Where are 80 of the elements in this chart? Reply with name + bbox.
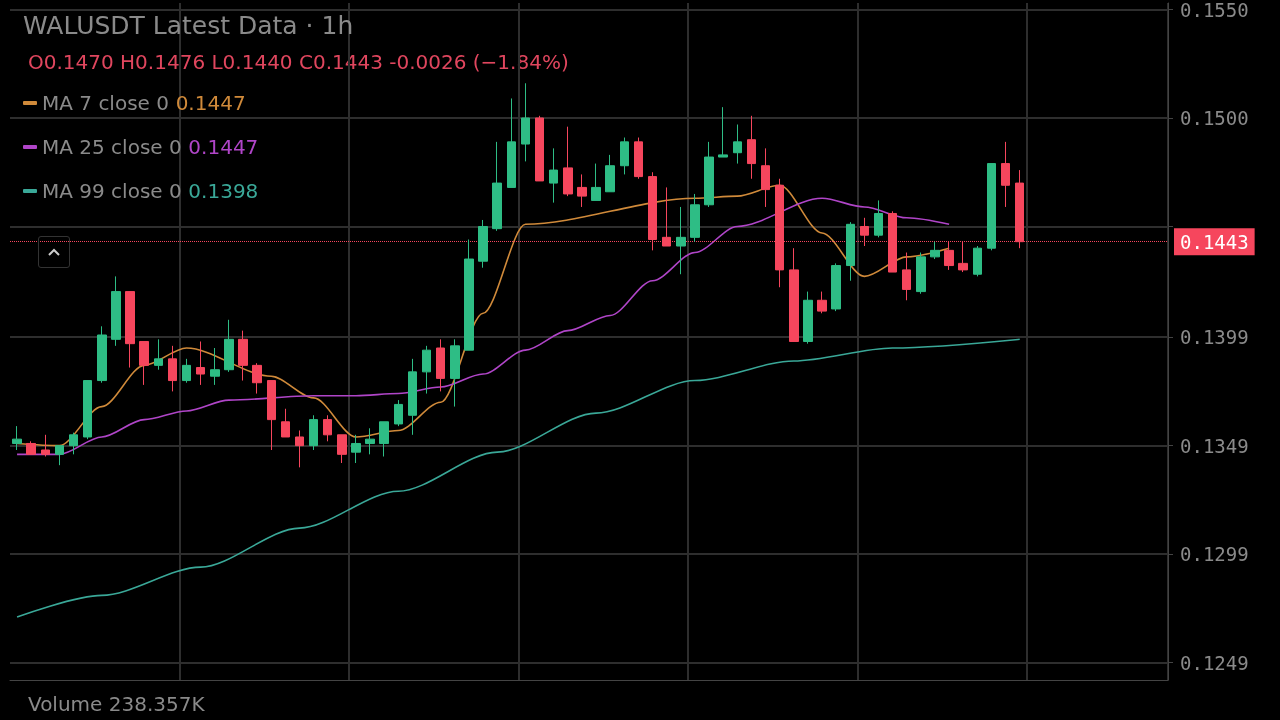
candlestick	[973, 245, 982, 277]
candlestick	[874, 199, 883, 238]
candlestick	[591, 163, 601, 201]
candlestick	[450, 338, 460, 408]
candlestick	[761, 147, 770, 208]
text: Volume 238.357K	[28, 692, 206, 716]
y-tick-label: 0.1299	[1180, 543, 1249, 566]
chart-title: WALUSDT Latest Data · 1h	[23, 11, 354, 40]
candlestick	[83, 380, 92, 440]
annotation: 0.1447	[175, 91, 246, 115]
candlestick	[224, 319, 234, 373]
candlestick	[12, 425, 22, 451]
candlestick	[168, 345, 177, 392]
candlestick	[436, 338, 445, 392]
candlestick	[464, 239, 474, 351]
candlestick	[605, 154, 615, 193]
candlestick	[577, 173, 587, 208]
annotation: 0.1447	[188, 135, 259, 159]
candlestick	[507, 97, 516, 188]
candlestick	[803, 291, 813, 345]
candlestick	[718, 106, 728, 158]
annotation: 0.1398	[188, 179, 259, 203]
y-tick-label: 0.1349	[1180, 434, 1249, 457]
candlestick	[69, 432, 78, 455]
candlestick	[846, 221, 855, 282]
candlestick	[831, 262, 841, 312]
candlestick	[987, 163, 996, 251]
candlestick	[267, 380, 276, 451]
candlestick	[747, 115, 756, 180]
candlestick	[281, 408, 290, 438]
candlestick	[365, 427, 375, 455]
legend-label: MA 7 close 0	[42, 91, 169, 115]
candlestick	[408, 358, 417, 436]
candlestick	[394, 399, 403, 427]
candlestick	[309, 414, 318, 451]
candlestick	[704, 141, 714, 208]
candlestick	[930, 241, 940, 260]
candlestick	[26, 440, 36, 455]
candlestick	[817, 291, 827, 314]
ref-line-label: 0.1443	[1180, 230, 1249, 253]
candlestick	[182, 358, 191, 384]
candlestick	[535, 115, 544, 182]
candlestick	[733, 124, 742, 165]
candlestick	[323, 414, 332, 442]
candlestick	[154, 338, 163, 371]
candlestick	[196, 341, 205, 386]
candlestick	[97, 325, 107, 384]
y-tick-label: 0.1249	[1180, 651, 1249, 674]
line-series	[16, 338, 1021, 618]
candlestick	[210, 347, 220, 386]
candlestick	[916, 252, 926, 295]
y-tick-label: 0.1550	[1180, 0, 1249, 21]
candlestick	[902, 252, 911, 301]
candlestick	[139, 341, 149, 386]
candlestick	[478, 219, 488, 269]
candlestick	[676, 206, 686, 275]
candlestick	[125, 291, 135, 369]
candlestick	[690, 193, 700, 243]
candlestick	[337, 434, 347, 464]
candlestick	[521, 82, 530, 162]
candlestick	[379, 421, 389, 457]
candlestick	[252, 362, 262, 395]
legend-label: MA 25 close 0	[42, 135, 182, 159]
candlestick	[55, 445, 64, 466]
candlestick	[1001, 141, 1010, 208]
candlestick	[549, 147, 558, 204]
candlestick	[295, 429, 304, 468]
candlestick	[634, 137, 643, 180]
candlestick	[41, 434, 50, 457]
legend-label: MA 99 close 0	[42, 179, 182, 203]
y-tick-label: 0.1399	[1180, 326, 1249, 349]
candlestick	[789, 247, 799, 342]
candlestick	[422, 345, 431, 395]
candlestick	[238, 330, 248, 382]
y-tick-label: 0.1500	[1180, 107, 1249, 129]
candlestick	[620, 137, 629, 175]
candlestick	[111, 275, 121, 347]
candlestick	[492, 141, 502, 232]
candlestick	[563, 126, 573, 197]
candlestick	[351, 434, 361, 464]
